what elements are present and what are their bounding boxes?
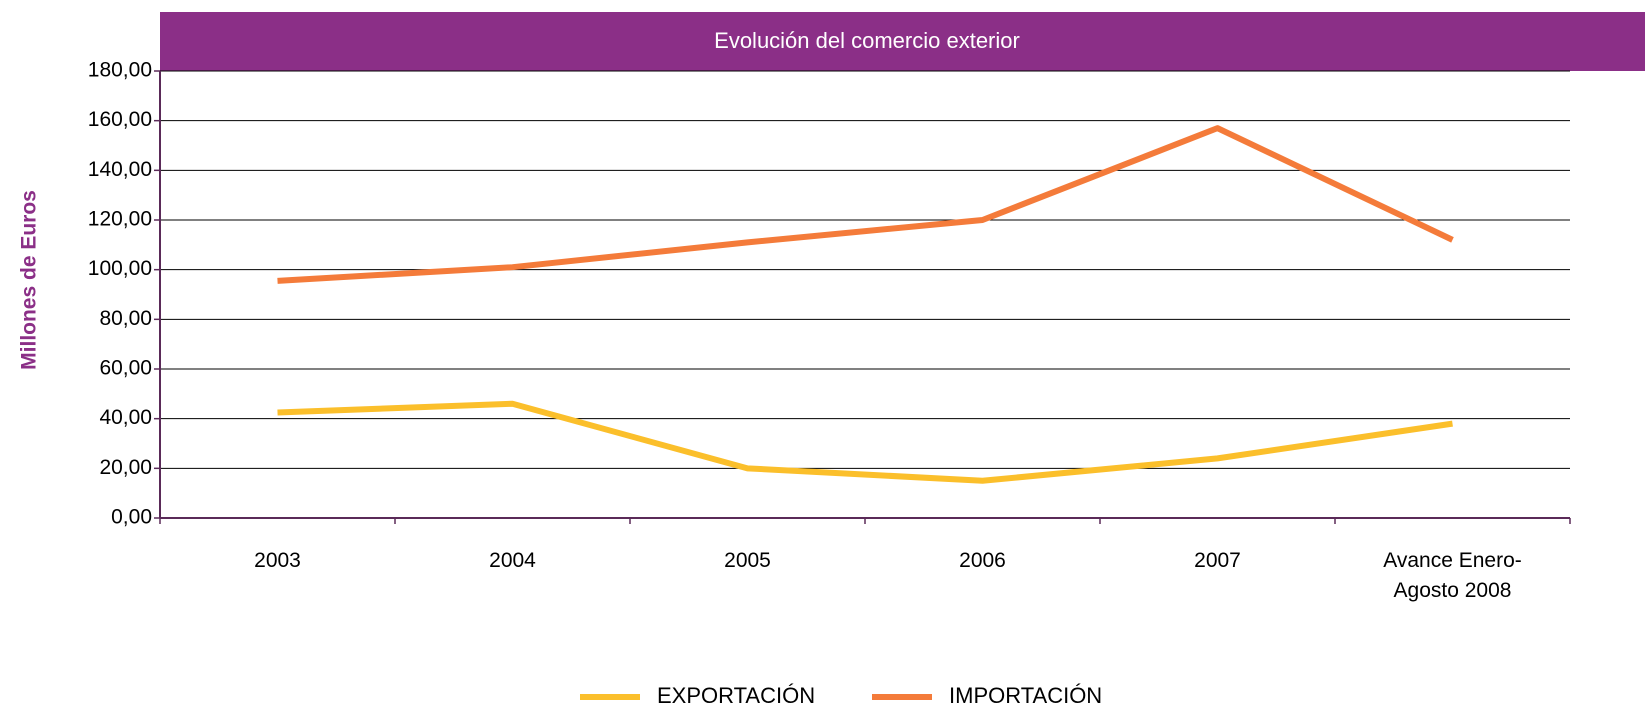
- y-tick-label: 160,00: [88, 108, 152, 131]
- x-tick-label: 2006: [959, 549, 1006, 572]
- y-tick-label: 140,00: [88, 158, 152, 181]
- y-tick-label: 120,00: [88, 208, 152, 231]
- y-tick-label: 180,00: [88, 59, 152, 82]
- x-tick-label: 2003: [254, 549, 301, 572]
- x-tick-label: 2007: [1194, 549, 1241, 572]
- legend-label: IMPORTACIÓN: [949, 683, 1102, 708]
- x-tick-label: 2005: [724, 549, 771, 572]
- title-bar: [160, 12, 1645, 71]
- x-tick-label: 2004: [489, 549, 536, 572]
- y-tick-label: 40,00: [99, 406, 152, 429]
- y-axis-label: Millones de Euros: [18, 190, 41, 370]
- y-tick-label: 80,00: [99, 307, 152, 330]
- line-series: [277, 400, 1453, 484]
- line-series: [277, 125, 1454, 284]
- y-tick-label: 60,00: [99, 357, 152, 380]
- x-tick-label: Avance Enero-Agosto 2008: [1383, 549, 1522, 602]
- y-tick-label: 100,00: [88, 257, 152, 280]
- y-tick-label: 20,00: [99, 456, 152, 479]
- legend-label: EXPORTACIÓN: [657, 683, 815, 708]
- y-tick-label: 0,00: [111, 506, 152, 529]
- chart-title: Evolución del comercio exterior: [714, 28, 1020, 53]
